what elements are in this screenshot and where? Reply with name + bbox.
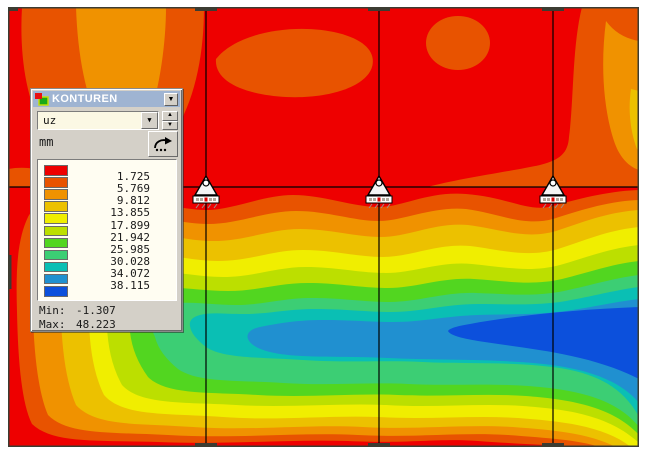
contour-blob-bay4	[428, 7, 639, 187]
curved-arrow-icon	[154, 137, 172, 152]
chevron-down-icon: ▼	[167, 95, 175, 103]
result-spinner: ▲ ▼	[162, 111, 178, 130]
support-icon	[365, 174, 393, 209]
legend-swatch	[44, 261, 68, 273]
panel-icon	[35, 92, 49, 106]
min-value: -1.307	[76, 304, 116, 317]
frame-ticks	[8, 7, 564, 447]
legend-swatch	[44, 177, 68, 188]
contour-band-11	[448, 307, 639, 379]
legend-swatch-column	[44, 160, 68, 300]
contour-plot	[8, 7, 639, 447]
spinner-up-button[interactable]: ▲	[162, 111, 178, 121]
legend-swatch	[44, 189, 68, 200]
spinner-down-button[interactable]: ▼	[162, 120, 178, 130]
legend-value: 38.115	[110, 279, 150, 292]
legend-swatch	[44, 225, 68, 236]
legend-swatch	[44, 213, 68, 224]
legend-swatch	[44, 201, 68, 212]
max-row: Max: 48.223	[39, 318, 179, 331]
panel-menu-button[interactable]: ▼	[164, 92, 178, 106]
legend-swatch	[44, 249, 68, 261]
max-value: 48.223	[76, 318, 116, 331]
legend-value: 1.725	[116, 170, 150, 184]
triangle-down-icon: ▼	[167, 121, 173, 128]
legend-value: 25.985	[110, 242, 150, 256]
max-label: Max:	[39, 318, 66, 331]
legend-value: 13.855	[110, 206, 150, 220]
legend-value: 9.812	[116, 194, 150, 208]
contour-sliver-right	[629, 89, 639, 150]
legend-value: 17.899	[110, 218, 150, 232]
plot-frame	[8, 7, 639, 447]
legend-swatch	[44, 286, 68, 297]
contour-strip-right	[603, 21, 639, 170]
contour-blob-bay3	[426, 16, 490, 70]
min-label: Min:	[39, 304, 66, 317]
panel-titlebar[interactable]: KONTUREN ▼	[33, 91, 180, 107]
result-type-select[interactable]: uz ▼	[37, 111, 159, 130]
panel-title: KONTUREN	[52, 93, 118, 105]
legend-value: 5.769	[116, 182, 150, 196]
unit-label: mm	[39, 135, 54, 149]
structure-lines	[8, 7, 639, 447]
support-icons	[192, 174, 567, 209]
chevron-down-icon: ▼	[147, 116, 152, 124]
legend-value: 21.942	[110, 230, 150, 244]
legend-swatch	[44, 273, 68, 285]
konturen-panel: KONTUREN ▼ uz ▼ ▲ ▼ mm	[30, 88, 183, 332]
legend-value: 30.028	[110, 254, 150, 268]
combo-dropdown-button[interactable]: ▼	[141, 112, 158, 129]
result-type-value: uz	[43, 114, 57, 127]
panel-options-button[interactable]	[148, 131, 178, 157]
support-icon	[192, 174, 220, 209]
triangle-up-icon: ▲	[167, 112, 173, 118]
legend-swatch	[44, 237, 68, 249]
contour-blob-bay2	[215, 28, 373, 98]
legend-swatch	[44, 165, 68, 176]
support-icon	[539, 174, 567, 209]
min-row: Min: -1.307	[39, 304, 179, 317]
legend: 1.725 5.769 9.812 13.855 17.899 21.942 25.985 3…	[37, 159, 177, 301]
legend-value: 34.072	[110, 266, 150, 280]
